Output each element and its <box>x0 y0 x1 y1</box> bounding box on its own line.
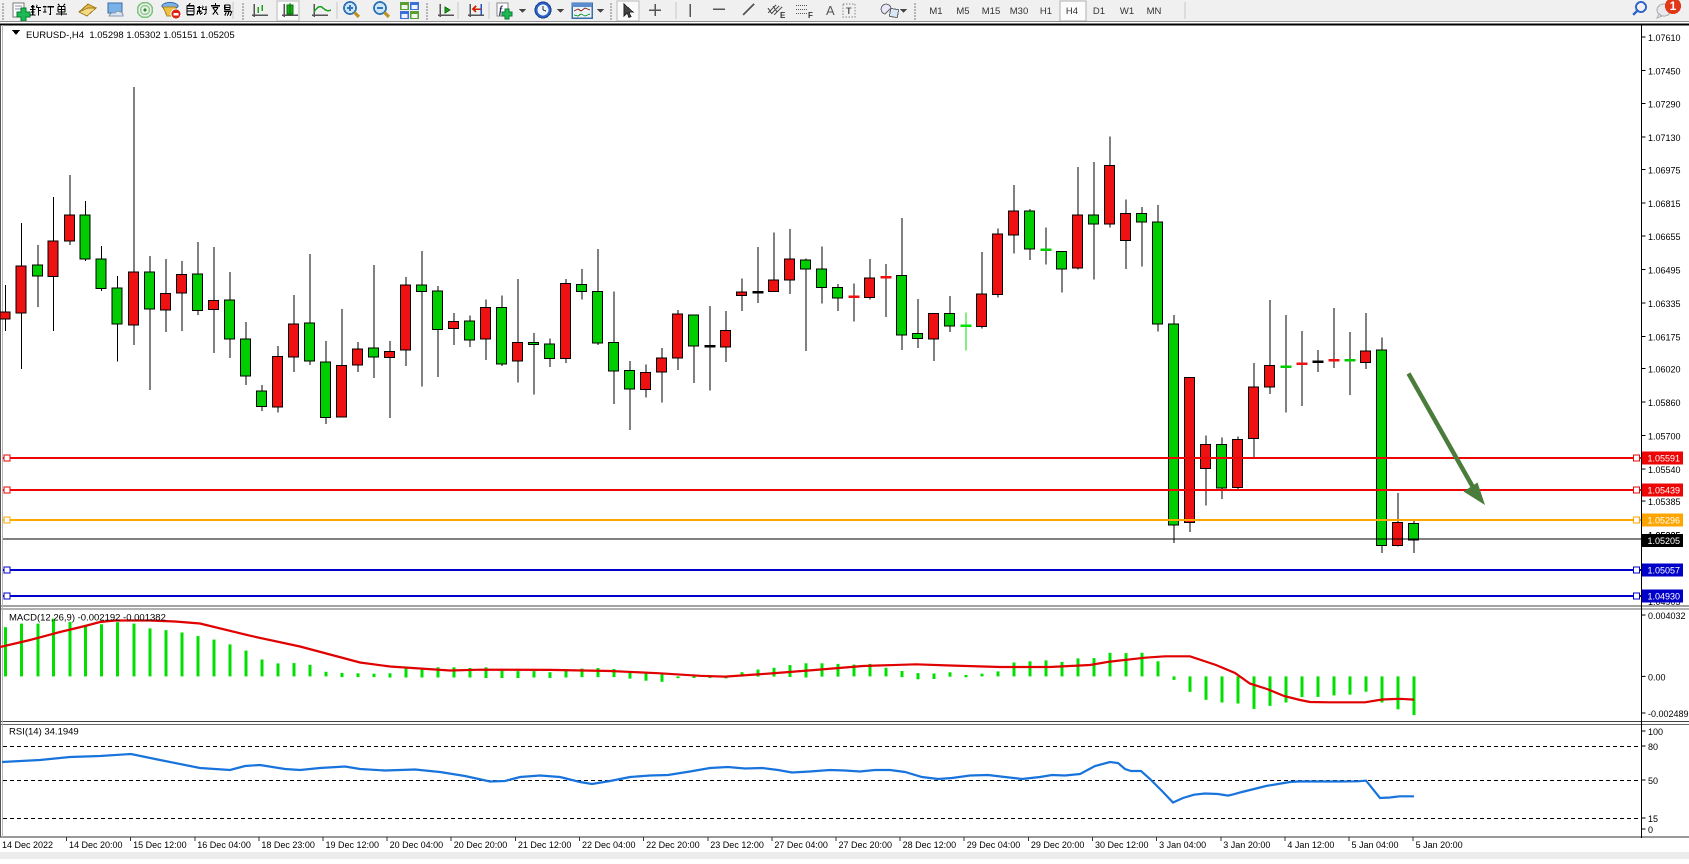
svg-text:1.05205: 1.05205 <box>1648 536 1681 546</box>
svg-text:F: F <box>808 11 813 20</box>
svg-text:M15: M15 <box>982 6 1000 17</box>
svg-text:14 Dec 20:00: 14 Dec 20:00 <box>69 840 123 850</box>
svg-text:1.05057: 1.05057 <box>1648 566 1681 576</box>
svg-text:EURUSD-,H4 1.05298 1.05302 1.: EURUSD-,H4 1.05298 1.05302 1.05151 1.052… <box>26 30 235 41</box>
svg-text:1.06815: 1.06815 <box>1648 199 1681 209</box>
svg-text:30 Dec 12:00: 30 Dec 12:00 <box>1095 840 1149 850</box>
svg-text:1.05860: 1.05860 <box>1648 398 1681 408</box>
svg-text:3 Jan 20:00: 3 Jan 20:00 <box>1223 840 1270 850</box>
svg-text:23 Dec 12:00: 23 Dec 12:00 <box>710 840 764 850</box>
svg-text:27 Dec 04:00: 27 Dec 04:00 <box>774 840 828 850</box>
svg-text:0.00: 0.00 <box>1648 672 1666 682</box>
svg-text:1.05385: 1.05385 <box>1648 497 1681 507</box>
svg-text:1.05540: 1.05540 <box>1648 465 1681 475</box>
svg-text:H1: H1 <box>1040 6 1052 17</box>
svg-text:E: E <box>780 11 786 20</box>
svg-text:4 Jan 12:00: 4 Jan 12:00 <box>1287 840 1334 850</box>
svg-text:H4: H4 <box>1066 6 1078 17</box>
svg-text:W1: W1 <box>1120 6 1134 17</box>
svg-text:1.06175: 1.06175 <box>1648 332 1681 342</box>
svg-text:5 Jan 04:00: 5 Jan 04:00 <box>1352 840 1399 850</box>
svg-text:0: 0 <box>1648 825 1653 835</box>
svg-text:29 Dec 20:00: 29 Dec 20:00 <box>1031 840 1085 850</box>
svg-text:22 Dec 20:00: 22 Dec 20:00 <box>646 840 700 850</box>
svg-text:1.05296: 1.05296 <box>1648 516 1681 526</box>
svg-text:M30: M30 <box>1010 6 1028 17</box>
svg-text:MACD(12,26,9) -0.002192 -0.001: MACD(12,26,9) -0.002192 -0.001382 <box>9 613 166 624</box>
svg-text:1.07450: 1.07450 <box>1648 66 1681 76</box>
svg-text:1.06975: 1.06975 <box>1648 165 1681 175</box>
svg-text:1.07290: 1.07290 <box>1648 100 1681 110</box>
svg-text:16 Dec 04:00: 16 Dec 04:00 <box>197 840 251 850</box>
svg-text:14 Dec 2022: 14 Dec 2022 <box>2 840 53 850</box>
svg-text:1.07610: 1.07610 <box>1648 33 1681 43</box>
svg-text:50: 50 <box>1648 776 1658 786</box>
svg-text:A: A <box>826 3 835 18</box>
svg-text:18 Dec 23:00: 18 Dec 23:00 <box>261 840 315 850</box>
svg-text:1.04930: 1.04930 <box>1648 592 1681 602</box>
svg-text:1.06335: 1.06335 <box>1648 299 1681 309</box>
svg-text:15 Dec 12:00: 15 Dec 12:00 <box>133 840 187 850</box>
svg-text:5 Jan 20:00: 5 Jan 20:00 <box>1416 840 1463 850</box>
svg-text:-0.002489: -0.002489 <box>1648 709 1689 719</box>
svg-text:MN: MN <box>1147 6 1162 17</box>
svg-text:80: 80 <box>1648 742 1658 752</box>
svg-text:20 Dec 20:00: 20 Dec 20:00 <box>454 840 508 850</box>
svg-text:0.004032: 0.004032 <box>1648 611 1686 621</box>
svg-text:M5: M5 <box>956 6 969 17</box>
svg-text:19 Dec 12:00: 19 Dec 12:00 <box>326 840 380 850</box>
svg-text:100: 100 <box>1648 727 1663 737</box>
svg-text:22 Dec 04:00: 22 Dec 04:00 <box>582 840 636 850</box>
svg-text:29 Dec 04:00: 29 Dec 04:00 <box>967 840 1021 850</box>
svg-text:1.06020: 1.06020 <box>1648 365 1681 375</box>
svg-text:1.05700: 1.05700 <box>1648 431 1681 441</box>
svg-text:1.06655: 1.06655 <box>1648 232 1681 242</box>
svg-text:1.05591: 1.05591 <box>1648 454 1681 464</box>
svg-text:1.07130: 1.07130 <box>1648 133 1681 143</box>
svg-text:1.05439: 1.05439 <box>1648 486 1681 496</box>
svg-text:M1: M1 <box>929 6 942 17</box>
svg-text:RSI(14) 34.1949: RSI(14) 34.1949 <box>9 727 79 738</box>
svg-text:1.06495: 1.06495 <box>1648 266 1681 276</box>
svg-text:f: f <box>499 5 504 16</box>
svg-text:27 Dec 20:00: 27 Dec 20:00 <box>839 840 893 850</box>
svg-text:1: 1 <box>1670 0 1677 13</box>
svg-text:15: 15 <box>1648 814 1658 824</box>
svg-text:21 Dec 12:00: 21 Dec 12:00 <box>518 840 572 850</box>
svg-text:20 Dec 04:00: 20 Dec 04:00 <box>390 840 444 850</box>
svg-text:D1: D1 <box>1093 6 1105 17</box>
svg-text:T: T <box>846 6 852 16</box>
svg-text:3 Jan 04:00: 3 Jan 04:00 <box>1159 840 1206 850</box>
svg-text:28 Dec 12:00: 28 Dec 12:00 <box>903 840 957 850</box>
